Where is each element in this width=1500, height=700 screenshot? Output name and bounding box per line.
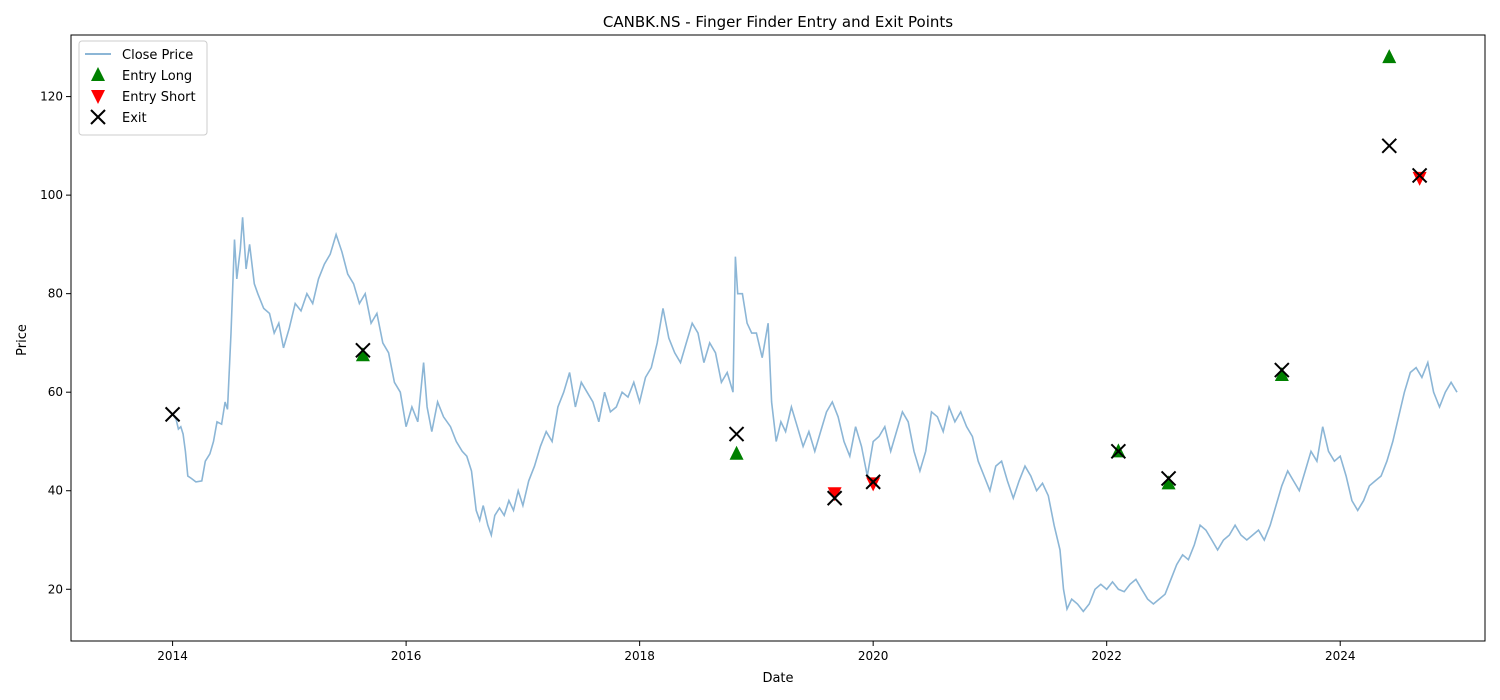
entry-long-marker: [729, 445, 744, 460]
x-tick-label: 2014: [157, 649, 188, 663]
exit-marker: [1110, 443, 1127, 460]
exit-marker: [1381, 138, 1397, 154]
y-tick-label: 40: [48, 484, 63, 498]
entry-long-marker: [1161, 475, 1176, 490]
entry-short-marker: [866, 477, 881, 492]
y-tick-label: 120: [40, 90, 63, 104]
x-tick-label: 2020: [858, 649, 889, 663]
exit-marker: [1274, 362, 1290, 378]
x-tick-label: 2018: [624, 649, 655, 663]
plot-frame: [70, 34, 1486, 642]
y-tick-label: 60: [48, 385, 63, 399]
exit-marker: [826, 490, 843, 506]
close-price-line: [171, 217, 1458, 613]
y-axis-label: Price: [15, 324, 30, 356]
legend-label: Entry Short: [122, 90, 196, 105]
x-tick-label: 2016: [391, 649, 422, 663]
legend-box: [78, 40, 208, 136]
legend-item: Entry Short: [91, 90, 196, 105]
exit-marker: [728, 426, 745, 442]
x-tick-label: 2022: [1091, 649, 1122, 663]
y-tick-label: 20: [48, 582, 63, 596]
legend-item: Close Price: [85, 48, 193, 63]
exit-marker: [865, 474, 881, 490]
entry-short-marker: [827, 487, 842, 502]
exit-marker: [1411, 167, 1428, 184]
legend-item: Entry Long: [91, 67, 192, 84]
legend-label: Entry Long: [122, 69, 192, 84]
exit-marker: [164, 406, 181, 423]
legend-label: Exit: [122, 111, 147, 126]
entry-long-marker: [355, 347, 370, 362]
chart-title: CANBK.NS - Finger Finder Entry and Exit …: [603, 13, 953, 31]
legend: Close Price Entry Long Entry Short Exit: [78, 40, 208, 136]
exit-marker: [1160, 470, 1177, 487]
series-exit: [164, 138, 1428, 506]
legend-triangle-down-swatch: [91, 90, 105, 104]
legend-triangle-up-swatch: [91, 67, 105, 81]
series-entry-short: [827, 171, 1427, 502]
entry-short-marker: [1412, 171, 1427, 186]
legend-x-swatch: [90, 109, 106, 125]
exit-marker: [355, 342, 371, 359]
legend-item: Exit: [90, 109, 147, 126]
y-tick-label: 80: [48, 287, 63, 301]
entry-long-marker: [1274, 366, 1289, 381]
series-close-price: [171, 217, 1458, 613]
legend-label: Close Price: [122, 48, 193, 63]
x-tick-label: 2024: [1325, 649, 1356, 663]
x-axis-label: Date: [762, 671, 793, 686]
entry-long-marker: [1382, 49, 1397, 64]
y-tick-label: 100: [40, 188, 63, 202]
